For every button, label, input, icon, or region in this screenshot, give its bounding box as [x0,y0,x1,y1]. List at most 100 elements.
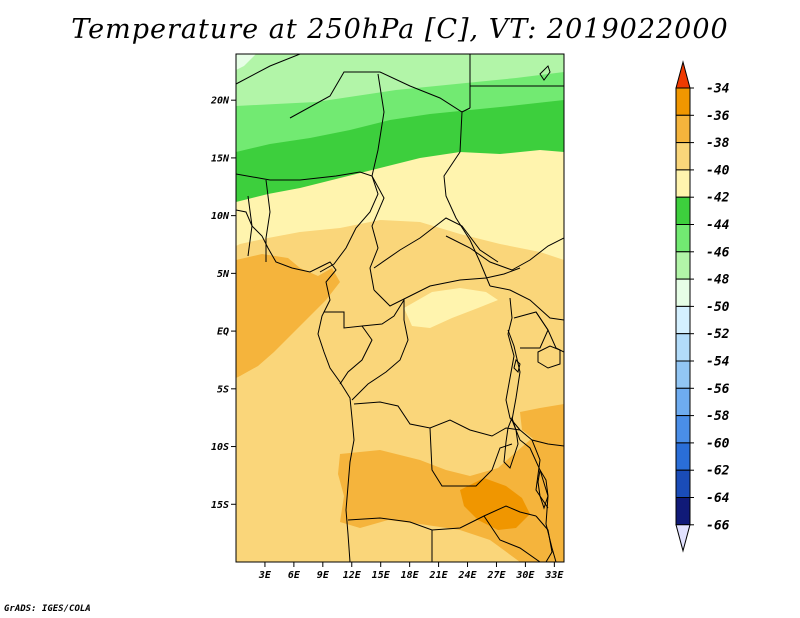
color-legend: -34 -36 -38 -40 -42 -44 -46 -48 -50 -52 -54 -56 -58 -… [675,60,730,553]
border-drc-south [353,401,521,437]
field-warm-east [520,404,564,444]
border-niger-chad [371,73,385,177]
colorbar-swatch [675,278,691,307]
colorbar-swatch [675,114,691,144]
border-angola-zambia [429,427,513,487]
lon-tick-label: 12E [343,570,362,581]
border-chad-sudan [443,111,491,287]
colorbar-label: -64 [706,491,730,506]
lon-tick-label: 3E [258,570,272,581]
red-sea-island [539,65,551,81]
lat-tick-label: 10S [211,442,229,453]
lon-tick-label: 21E [429,570,449,581]
border-mozambique [535,515,553,562]
field-42-center [404,288,498,328]
colorbar-swatch [675,415,691,444]
colorbar-swatch [675,224,691,253]
lon-tick-label: 6E [288,570,301,581]
colorbar-swatch [675,142,691,171]
colorbar-bottom-arrow [675,524,691,553]
lat-tick-label: 10N [211,211,230,222]
border-algeria-mali [236,54,301,85]
border-drc-east [505,297,521,431]
border-cameroon-chad [369,175,385,291]
colorbar-swatch [675,333,691,362]
lon-tick-label: 30E [515,570,535,581]
lake-kivu [513,359,521,373]
colorbar-swatch [675,442,691,471]
country-borders [236,54,564,562]
colorbar-label: -56 [706,382,730,397]
chart-title: Temperature at 250hPa [C], VT: 201902200… [71,14,729,45]
colorbar-swatch [675,87,691,116]
colorbar-label: -52 [706,327,730,342]
field-warm-west-coast [236,256,266,306]
border-ghana-togo [247,195,253,257]
colorbar-label: -62 [706,464,730,479]
border-nigeria [236,171,379,273]
grads-credit: GrADS: IGES/COLA [4,604,91,614]
colorbar-label: -50 [706,300,730,315]
lat-tick-label: 5S [217,384,229,395]
colorbar-label: -36 [706,109,730,124]
lake-tanganyika [503,416,519,469]
border-gabon-congo [324,311,373,385]
colorbar-swatch [675,469,691,499]
lat-tick-label: 5N [217,269,230,280]
map-frame [235,53,565,563]
border-congo-drc [351,298,409,401]
lat-tick-label: EQ [217,327,229,338]
border-uganda [513,311,549,349]
border-car-north [373,217,499,269]
border-zambia-zimbabwe [483,515,541,562]
colorbar-label: -66 [706,518,730,533]
field-warm-band-ocean [236,254,340,378]
field-50-corner [236,54,256,70]
colorbar-label: -40 [706,163,730,178]
temperature-field [236,54,564,562]
colorbar-swatch [675,251,691,280]
lon-tick-label: 18E [401,570,420,581]
colorbar-swatch [675,305,691,335]
field-46-band [236,70,564,152]
colorbar-label: -42 [706,191,730,206]
field-44-band [236,98,564,202]
colorbar-swatch [675,497,691,526]
lat-tick-label: 15S [211,500,229,511]
longitude-axis: 3E 6E 9E 12E 15E 18E 21E 24E 27E 30E 33E [258,562,564,581]
field-48-band [236,54,564,106]
field-42-north [236,146,564,260]
lon-tick-label: 33E [544,570,564,581]
colorbar-swatch [675,387,691,417]
colorbar-label: -54 [706,355,730,370]
colorbar-label: -38 [706,136,730,151]
border-zambia-malawi [531,439,549,509]
field-hot-south [460,478,530,530]
lat-tick-label: 20N [210,96,230,107]
lat-tick-label: 15N [211,153,230,164]
border-benin-nigeria [265,179,271,262]
colorbar-label: -44 [706,218,730,233]
lon-tick-label: 9E [317,570,330,581]
colorbar-swatch [675,196,691,225]
colorbar-label: -46 [706,245,730,260]
colorbar-swatch [675,360,691,389]
lake-victoria [537,345,561,369]
colorbar-swatch [675,169,691,198]
colorbar-label: -58 [706,409,730,424]
border-tanzania-west [519,429,564,447]
lon-tick-label: 27E [486,570,506,581]
border-southsudan-south [489,285,564,321]
colorbar-top-arrow [675,60,691,89]
latitude-axis: 20N 15N 10N 5N EQ 5S 10S 15S [210,96,236,511]
lon-tick-label: 15E [372,570,391,581]
border-niger-libya [289,71,471,119]
colorbar-label: -34 [706,82,730,97]
colorbar-label: -60 [706,436,730,451]
border-car-south [373,267,521,307]
coastline-west-africa [236,209,355,562]
border-angola-namibia [347,505,537,531]
border-sudan-southsudan [445,235,564,271]
colorbar-label: -48 [706,273,730,288]
